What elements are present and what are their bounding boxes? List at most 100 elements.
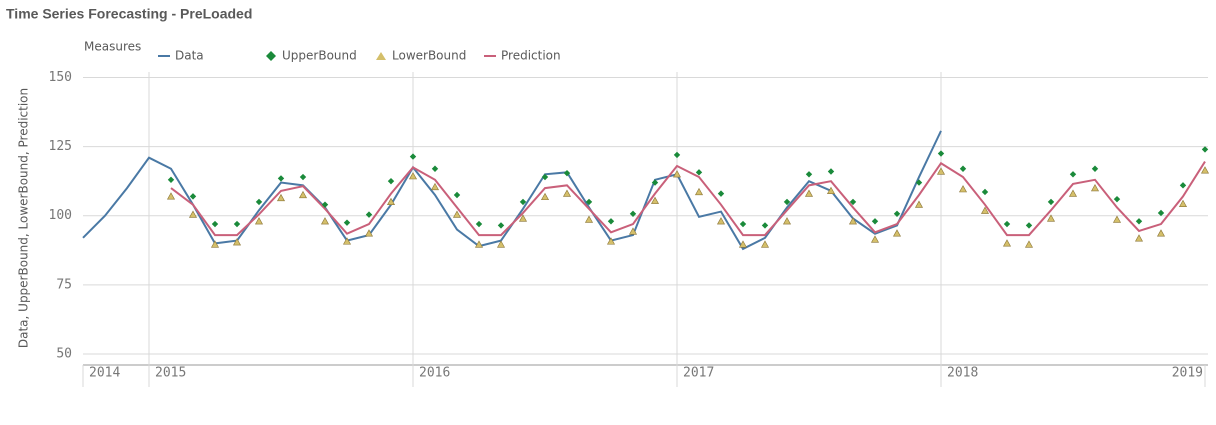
lower-point <box>738 240 748 248</box>
lower-point <box>892 229 902 237</box>
upper-point <box>211 220 219 228</box>
upper-point <box>255 198 263 206</box>
upper-point <box>651 179 659 186</box>
upper-point <box>937 150 945 157</box>
lower-point <box>518 214 528 222</box>
legend-label: UpperBound <box>282 49 357 63</box>
upper-point <box>189 193 197 200</box>
upper-point <box>409 153 417 160</box>
upper-point <box>783 198 791 206</box>
lower-point <box>342 237 352 245</box>
upper-point <box>717 190 725 197</box>
upper-point <box>299 173 307 181</box>
y-tick-label: 100 <box>49 208 72 223</box>
lower-point <box>716 217 726 225</box>
lower-point <box>166 192 176 200</box>
upper-point <box>761 222 769 229</box>
upper-point <box>343 219 351 226</box>
upper-point <box>915 179 923 186</box>
y-tick-label: 150 <box>49 70 72 85</box>
lower-point <box>1046 214 1056 222</box>
upper-point <box>695 169 703 176</box>
lower-point <box>936 167 946 175</box>
legend-label: LowerBound <box>392 49 466 63</box>
lower-point <box>1178 199 1188 207</box>
upper-point <box>1003 220 1011 228</box>
upper-point <box>893 210 901 218</box>
upper-point <box>563 169 571 177</box>
x-tick-label: 2016 <box>419 366 450 381</box>
legend-swatch <box>376 52 386 60</box>
lower-point <box>870 235 880 243</box>
lower-point <box>1112 215 1122 223</box>
upper-point <box>365 211 373 218</box>
lower-point <box>474 240 484 248</box>
upper-point <box>1113 195 1121 203</box>
upper-point <box>805 171 813 178</box>
lower-point <box>914 200 924 208</box>
y-tick-label: 125 <box>49 139 72 154</box>
lower-point <box>1200 166 1210 174</box>
lower-point <box>1002 239 1012 247</box>
y-tick-label: 50 <box>56 346 72 361</box>
lower-point <box>386 197 396 206</box>
x-tick-label: 2015 <box>155 366 186 381</box>
lower-point <box>694 187 704 196</box>
upper-point <box>673 151 681 159</box>
upper-point <box>1201 146 1209 153</box>
x-tick-label: 2014 <box>89 366 120 381</box>
lower-point <box>848 217 858 225</box>
upper-point <box>431 165 439 172</box>
lower-point <box>980 206 990 214</box>
x-tick-label: 2018 <box>947 366 978 381</box>
lower-point <box>1156 229 1166 237</box>
lower-point <box>628 227 638 235</box>
legend-label: Prediction <box>501 49 561 63</box>
upper-point <box>541 173 549 181</box>
upper-point <box>1135 218 1143 225</box>
lower-point <box>606 237 616 245</box>
lower-point <box>958 185 968 193</box>
upper-point <box>871 218 879 225</box>
lower-point <box>782 217 792 225</box>
legend-swatch <box>266 51 276 61</box>
lower-point <box>1024 240 1034 248</box>
upper-point <box>827 168 835 175</box>
lower-point <box>232 238 242 246</box>
lower-point <box>408 172 418 180</box>
lower-point <box>1134 234 1144 242</box>
upper-point <box>1157 209 1165 217</box>
lower-point <box>188 210 198 218</box>
x-tick-label: 2019 <box>1172 366 1203 381</box>
lower-point <box>540 192 550 201</box>
chart-title: Time Series Forecasting - PreLoaded <box>6 6 252 22</box>
lower-point <box>496 240 506 248</box>
upper-point <box>475 220 483 228</box>
lower-point <box>1090 183 1100 192</box>
legend-label: Data <box>175 49 204 63</box>
upper-point <box>1091 165 1099 172</box>
lower-point <box>298 190 308 199</box>
lower-point <box>760 240 770 248</box>
upper-point <box>387 177 395 185</box>
lower-point <box>452 210 462 218</box>
upper-point <box>739 220 747 228</box>
lower-point <box>430 182 440 191</box>
upper-point <box>321 201 329 208</box>
upper-point <box>519 198 527 206</box>
upper-point <box>1069 171 1077 178</box>
x-tick-label: 2017 <box>683 366 714 381</box>
upper-point <box>233 220 241 228</box>
upper-point <box>453 191 461 199</box>
upper-point <box>607 218 615 225</box>
series-line <box>170 161 1206 237</box>
lower-point <box>562 189 572 197</box>
lower-point <box>826 186 836 194</box>
lower-point <box>276 193 286 202</box>
y-axis-label: Data, UpperBound, LowerBound, Prediction <box>17 88 31 348</box>
upper-point <box>1025 222 1033 229</box>
lower-point <box>804 189 814 197</box>
legend-title: Measures <box>84 40 141 54</box>
upper-point <box>585 198 593 206</box>
